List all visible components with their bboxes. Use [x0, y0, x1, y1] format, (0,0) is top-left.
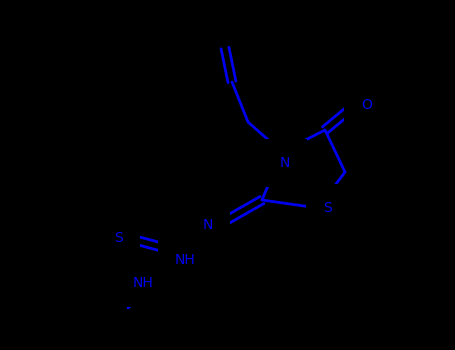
Text: S: S [114, 231, 123, 245]
Text: O: O [361, 98, 372, 112]
Text: S: S [323, 201, 332, 215]
Text: N: N [280, 156, 290, 170]
Text: NH: NH [174, 253, 195, 267]
Text: N: N [202, 218, 213, 232]
Text: NH: NH [132, 276, 153, 290]
